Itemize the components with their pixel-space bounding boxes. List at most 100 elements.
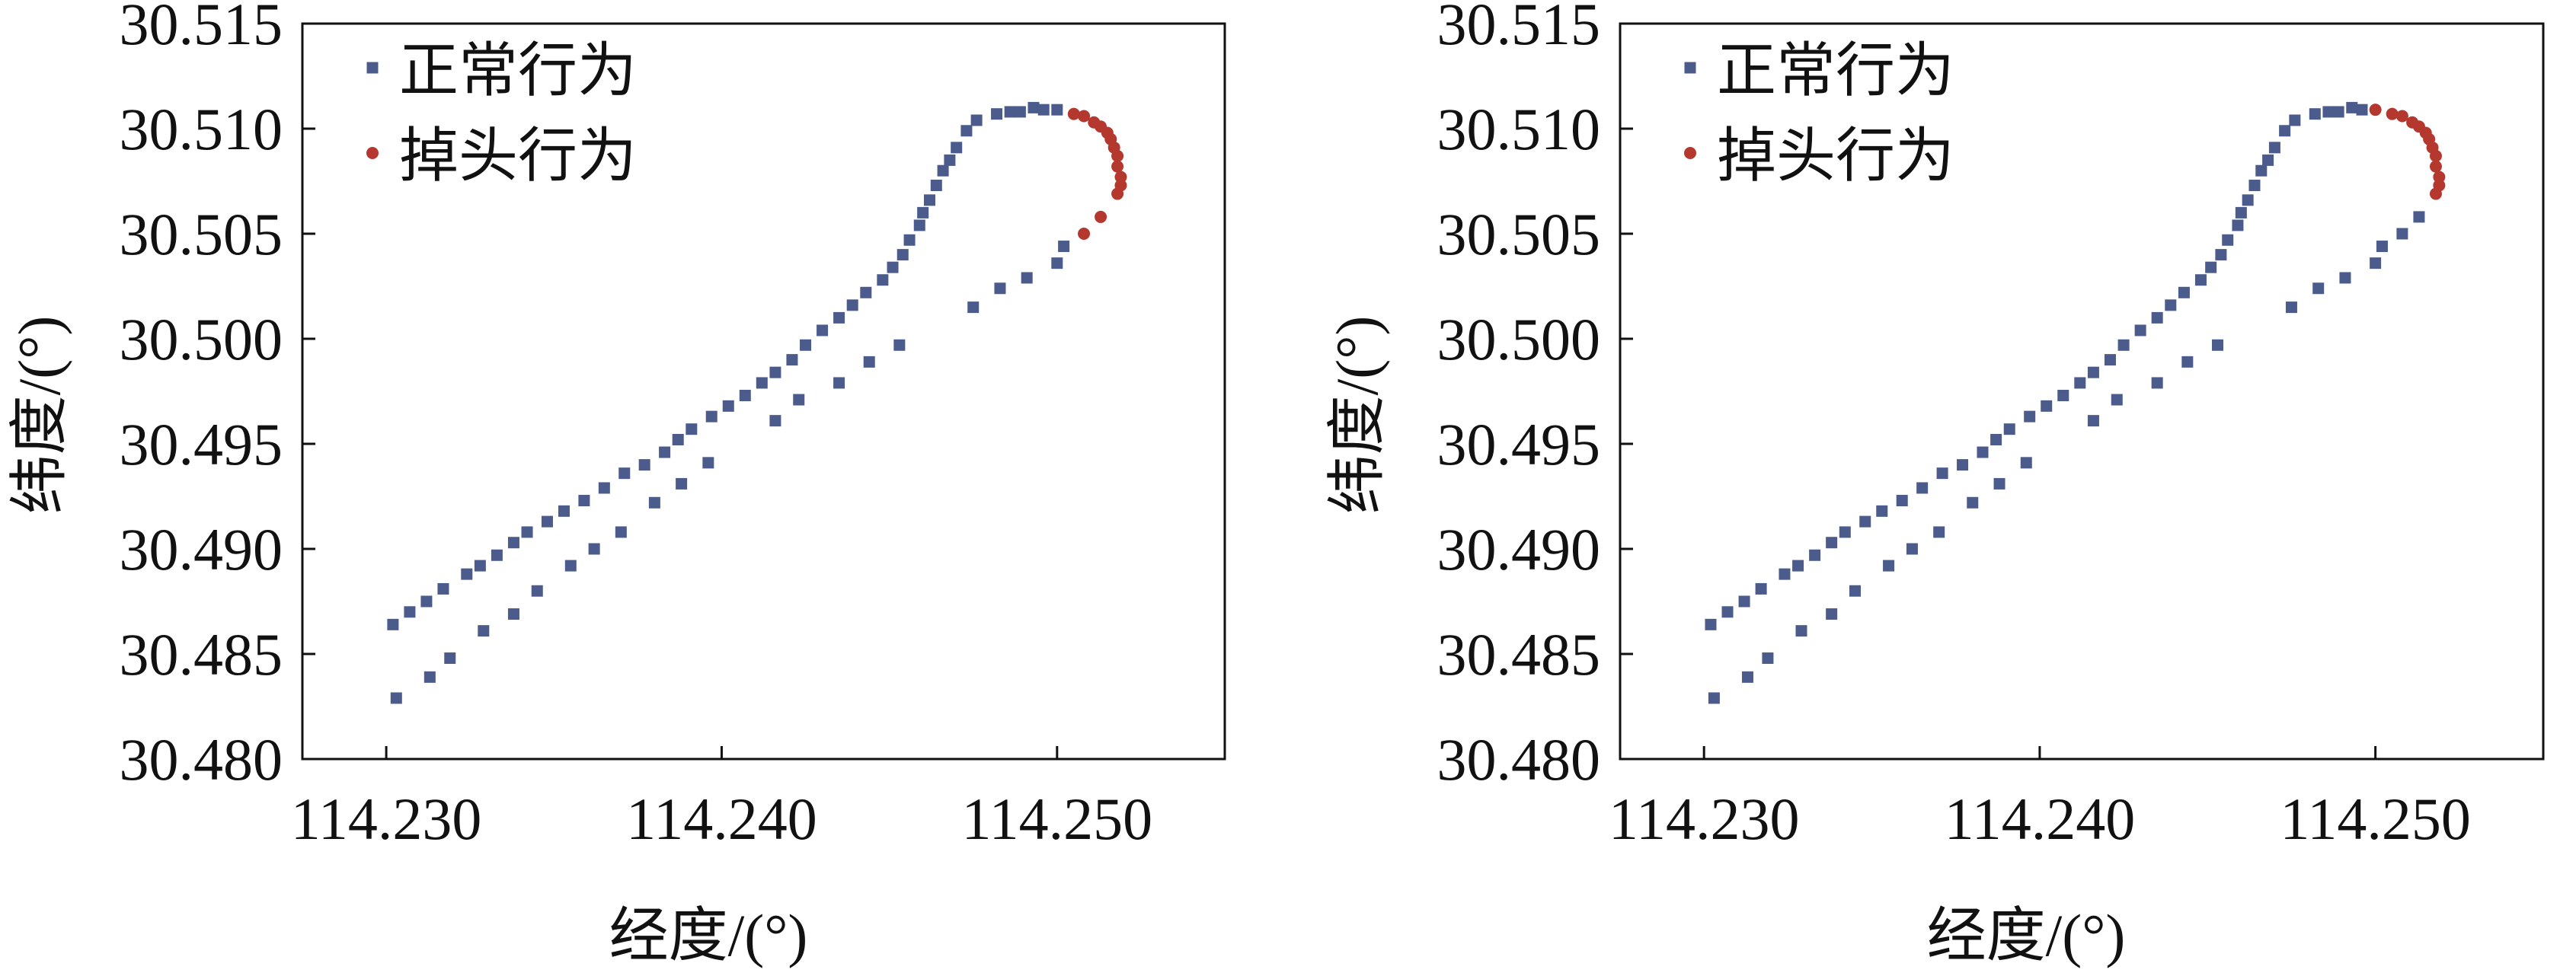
normal-behavior-point — [638, 459, 650, 471]
normal-behavior-point — [2104, 354, 2116, 366]
normal-behavior-point — [1967, 496, 1979, 509]
normal-behavior-point — [2248, 180, 2261, 192]
normal-behavior-point — [1839, 526, 1851, 538]
normal-behavior-point — [944, 154, 956, 166]
normal-behavior-point — [2117, 339, 2130, 351]
normal-behavior-point — [676, 477, 688, 490]
normal-behavior-point — [2111, 394, 2123, 406]
legend-circle-marker — [1684, 147, 1696, 159]
normal-behavior-point — [2087, 366, 2099, 378]
y-tick-label: 30.480 — [120, 726, 283, 793]
normal-behavior-point — [2232, 219, 2244, 231]
u-turn-point — [1114, 171, 1127, 183]
normal-behavior-point — [1826, 608, 1838, 620]
normal-behavior-point — [578, 495, 590, 507]
u-turn-point — [2429, 160, 2442, 173]
normal-behavior-point — [659, 446, 671, 458]
y-tick-label: 30.510 — [120, 96, 283, 162]
normal-behavior-point — [541, 515, 553, 528]
normal-behavior-point — [2024, 410, 2036, 423]
u-turn-point — [1078, 228, 1091, 240]
normal-behavior-point — [531, 585, 543, 597]
u-turn-point — [1078, 110, 1091, 123]
normal-behavior-point — [1705, 618, 1717, 630]
normal-behavior-point — [2165, 299, 2177, 311]
normal-behavior-point — [2134, 324, 2146, 336]
u-turn-point — [1111, 149, 1124, 162]
normal-behavior-point — [1990, 433, 2002, 445]
normal-behavior-point — [390, 692, 402, 704]
y-tick-label: 30.510 — [1437, 96, 1601, 162]
normal-behavior-point — [1021, 272, 1033, 284]
normal-behavior-point — [598, 482, 610, 494]
normal-behavior-point — [1004, 106, 1016, 118]
normal-behavior-point — [420, 595, 433, 608]
normal-behavior-point — [2356, 104, 2368, 116]
normal-behavior-point — [507, 608, 519, 620]
u-turn-point — [2433, 171, 2446, 183]
normal-behavior-point — [2151, 377, 2163, 389]
normal-behavior-point — [756, 377, 768, 389]
y-tick-label: 30.495 — [1437, 411, 1601, 477]
normal-behavior-point — [2376, 241, 2388, 253]
normal-behavior-point — [991, 108, 1003, 120]
normal-behavior-point — [2041, 400, 2053, 412]
x-tick-label: 114.240 — [626, 786, 817, 852]
legend-square-marker — [1684, 62, 1696, 74]
normal-behavior-point — [1826, 537, 1838, 549]
plot-frame — [301, 22, 1226, 761]
normal-behavior-point — [478, 625, 490, 637]
normal-behavior-point — [558, 505, 570, 517]
u-turn-point — [2429, 149, 2442, 162]
y-tick-label: 30.495 — [120, 411, 283, 477]
u-turn-point — [1111, 187, 1124, 200]
normal-behavior-point — [672, 433, 684, 445]
y-tick-label: 30.485 — [120, 621, 283, 687]
normal-behavior-point — [648, 496, 660, 509]
normal-behavior-point — [1028, 101, 1040, 113]
x-tick-label: 114.230 — [291, 786, 482, 852]
normal-behavior-point — [863, 356, 875, 368]
normal-behavior-point — [917, 206, 929, 218]
x-axis-label: 经度/(°) — [1927, 902, 2126, 968]
normal-behavior-point — [2346, 101, 2358, 113]
normal-behavior-point — [877, 274, 889, 286]
x-tick-label: 114.250 — [962, 786, 1153, 852]
normal-behavior-point — [2151, 311, 2163, 324]
normal-behavior-point — [2413, 211, 2425, 223]
normal-behavior-point — [2309, 108, 2321, 120]
normal-behavior-point — [960, 125, 973, 137]
normal-behavior-point — [404, 606, 416, 618]
normal-behavior-point — [2222, 234, 2234, 246]
legend-label: 掉头行为 — [399, 123, 637, 189]
u-turn-point — [2369, 104, 2382, 116]
normal-behavior-points — [1705, 101, 2425, 704]
normal-behavior-point — [951, 142, 963, 154]
normal-behavior-point — [444, 652, 456, 665]
normal-behavior-point — [1741, 671, 1753, 683]
normal-behavior-point — [474, 560, 486, 572]
normal-behavior-point — [1762, 652, 1774, 665]
normal-behavior-point — [2181, 356, 2194, 368]
legend-square-marker — [366, 62, 379, 74]
u-turn-point — [1111, 160, 1124, 173]
normal-behavior-point — [705, 410, 718, 423]
u-turn-points — [2369, 104, 2446, 200]
normal-behavior-point — [769, 366, 781, 378]
y-tick-label: 30.480 — [1437, 726, 1601, 793]
normal-behavior-point — [913, 219, 925, 231]
normal-behavior-point — [937, 164, 949, 177]
normal-behavior-point — [564, 560, 577, 572]
normal-behavior-point — [2020, 457, 2032, 469]
y-tick-label: 30.515 — [120, 0, 283, 57]
y-tick-label: 30.505 — [1437, 201, 1601, 267]
normal-behavior-point — [1051, 257, 1063, 270]
normal-behavior-point — [930, 180, 942, 192]
normal-behavior-point — [2074, 377, 2086, 389]
y-tick-label: 30.500 — [1437, 306, 1601, 372]
normal-behavior-point — [739, 390, 751, 402]
normal-behavior-point — [2262, 154, 2274, 166]
normal-behavior-point — [1916, 482, 1929, 494]
normal-behavior-point — [2235, 206, 2247, 218]
